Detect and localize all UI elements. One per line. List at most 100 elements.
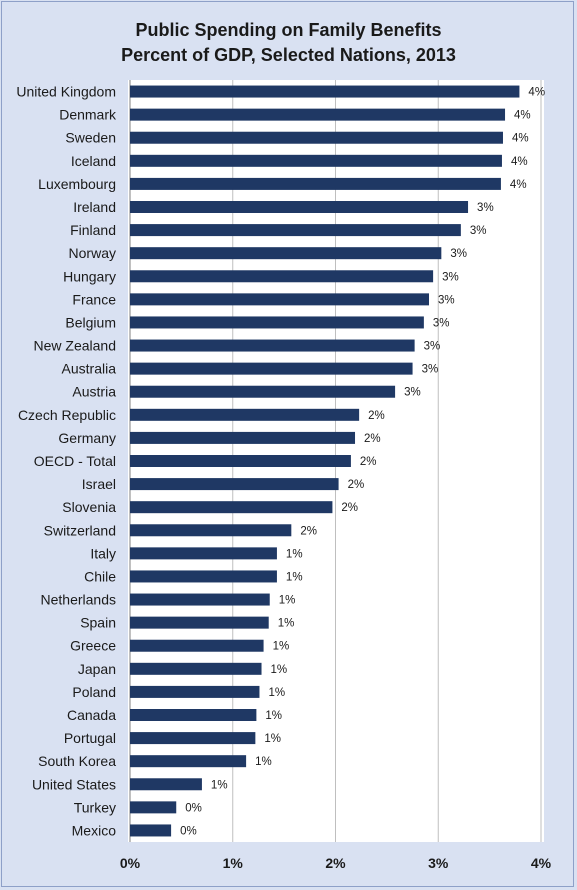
category-label: Israel [82, 476, 116, 492]
data-label: 1% [271, 664, 288, 676]
category-label: Finland [70, 222, 116, 238]
category-label: Netherlands [41, 592, 117, 608]
category-label: Norway [69, 245, 116, 261]
bar [130, 385, 396, 398]
bar [130, 247, 442, 260]
data-label: 2% [300, 525, 317, 537]
bar [130, 709, 257, 721]
bar [130, 478, 339, 491]
data-label: 4% [511, 156, 528, 168]
data-label: 4% [514, 110, 531, 122]
data-label: 1% [255, 756, 272, 768]
data-label: 1% [211, 779, 228, 791]
data-label: 3% [450, 248, 467, 260]
x-tick-label: 0% [120, 855, 141, 871]
bar [130, 339, 415, 352]
bar [130, 755, 247, 768]
data-label: 3% [433, 317, 450, 329]
data-label: 3% [442, 271, 459, 283]
bar [130, 824, 172, 837]
bar [130, 455, 351, 467]
category-label: Sweden [65, 130, 116, 146]
data-label: 0% [180, 825, 197, 837]
bar [130, 293, 430, 306]
bar [130, 108, 506, 121]
category-label: Austria [72, 384, 116, 400]
category-label: Hungary [63, 268, 116, 284]
bar [130, 270, 434, 283]
data-label: 4% [510, 179, 527, 191]
bar [130, 224, 461, 237]
bar [130, 201, 469, 213]
data-label: 4% [512, 133, 529, 145]
bar [130, 501, 333, 514]
data-label: 2% [348, 479, 365, 491]
category-label: New Zealand [34, 338, 117, 354]
bar [130, 639, 264, 652]
category-label: Iceland [71, 153, 116, 169]
bar [130, 431, 356, 444]
category-label: United States [32, 776, 116, 792]
category-label: Spain [80, 615, 116, 631]
data-label: 3% [424, 341, 441, 353]
data-label: 1% [279, 595, 296, 607]
category-label: United Kingdom [16, 84, 116, 100]
data-label: 2% [341, 502, 358, 514]
bar [130, 177, 501, 190]
category-label: Australia [62, 361, 117, 377]
category-label: Japan [78, 661, 116, 677]
data-label: 2% [368, 410, 385, 422]
bar [130, 154, 502, 167]
category-label: France [72, 291, 116, 307]
data-label: 1% [273, 641, 290, 653]
data-label: 3% [404, 387, 421, 399]
bar [130, 524, 292, 537]
category-label: Ireland [73, 199, 116, 215]
bar [130, 685, 260, 698]
data-label: 1% [264, 733, 281, 745]
category-label: Turkey [74, 799, 116, 815]
data-label: 2% [364, 433, 381, 445]
data-label: 1% [278, 618, 295, 630]
chart-subtitle: Percent of GDP, Selected Nations, 2013 [121, 45, 456, 65]
bar [130, 593, 270, 606]
data-label: 1% [268, 687, 285, 699]
category-label: Slovenia [62, 499, 116, 515]
data-label: 1% [286, 571, 303, 583]
bar [130, 616, 269, 629]
category-label: Luxembourg [38, 176, 116, 192]
x-tick-label: 2% [325, 855, 346, 871]
data-label: 4% [528, 87, 545, 99]
category-label: Chile [84, 568, 116, 584]
category-label: Greece [70, 638, 116, 654]
bar [130, 547, 277, 560]
x-tick-label: 3% [428, 855, 449, 871]
bar [130, 662, 262, 675]
category-label: Belgium [65, 314, 116, 330]
bar [130, 131, 503, 144]
x-tick-label: 1% [223, 855, 244, 871]
data-label: 3% [422, 364, 439, 376]
data-label: 3% [470, 225, 487, 237]
data-label: 0% [185, 802, 202, 814]
bar [130, 85, 520, 98]
category-label: OECD - Total [34, 453, 116, 469]
category-label: Czech Republic [18, 407, 116, 423]
data-label: 1% [265, 710, 282, 722]
category-label: Denmark [59, 107, 117, 123]
bar [130, 778, 202, 791]
data-label: 3% [438, 294, 455, 306]
category-label: Canada [67, 707, 116, 723]
bar [130, 801, 177, 814]
data-label: 2% [360, 456, 377, 468]
chart-title-block: Public Spending on Family Benefits Perce… [0, 18, 577, 68]
bar [130, 570, 277, 583]
data-label: 1% [286, 548, 303, 560]
category-label: Poland [72, 684, 116, 700]
bar [130, 408, 360, 421]
category-label: Italy [90, 545, 116, 561]
category-label: Portugal [64, 730, 116, 746]
chart-title: Public Spending on Family Benefits [135, 20, 442, 40]
